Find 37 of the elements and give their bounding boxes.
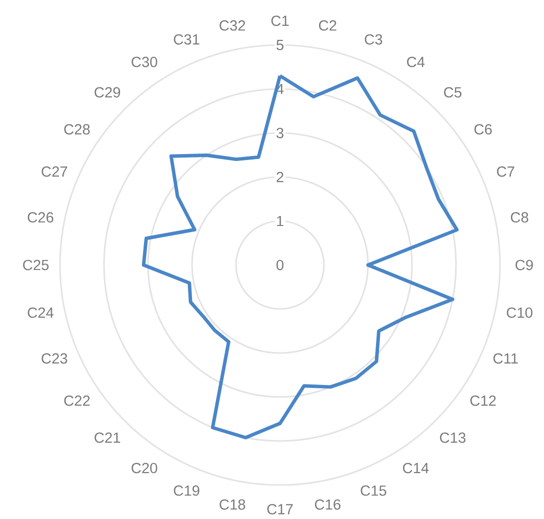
spoke-label: C10 [506, 307, 532, 318]
spoke-label: C25 [23, 260, 49, 270]
spoke-label: C28 [64, 124, 90, 135]
spoke-label: C11 [493, 353, 518, 364]
spoke-label: C1 [271, 16, 289, 26]
spoke-label: C4 [407, 56, 425, 68]
spoke-label: C31 [174, 34, 200, 45]
y-tick-label: 5 [276, 40, 284, 50]
spoke-label: C29 [94, 87, 120, 98]
spoke-label: C6 [474, 124, 492, 135]
spoke-label: C26 [28, 212, 54, 223]
spoke-label: C2 [319, 20, 336, 31]
y-tick-label: 1 [277, 216, 284, 226]
spoke-label: C5 [444, 87, 462, 98]
spoke-label: C21 [94, 432, 120, 443]
spoke-label: C12 [470, 395, 496, 406]
spoke-label: C7 [496, 166, 514, 177]
spoke-label: C14 [402, 462, 429, 474]
spoke-label: C32 [220, 20, 246, 31]
spoke-label: C20 [132, 462, 158, 474]
spoke-label: C3 [364, 34, 382, 45]
spoke-label: C15 [360, 485, 386, 496]
spoke-label: C30 [132, 56, 158, 68]
spoke-label: C23 [42, 353, 68, 364]
spoke-label: C27 [42, 166, 68, 177]
spoke-label: C13 [440, 432, 466, 443]
spoke-label: C9 [516, 260, 533, 270]
spoke-label: C17 [267, 504, 293, 514]
spoke-label: C19 [174, 485, 200, 496]
spoke-label: C18 [220, 499, 246, 510]
spoke-label: C24 [28, 307, 54, 318]
spoke-label: C22 [64, 395, 90, 406]
y-tick-label: 0 [276, 260, 284, 270]
spoke-label: C8 [510, 212, 528, 223]
y-tick-label: 3 [276, 128, 284, 138]
y-tick-label: 2 [276, 172, 284, 182]
spoke-label: C16 [314, 499, 340, 510]
